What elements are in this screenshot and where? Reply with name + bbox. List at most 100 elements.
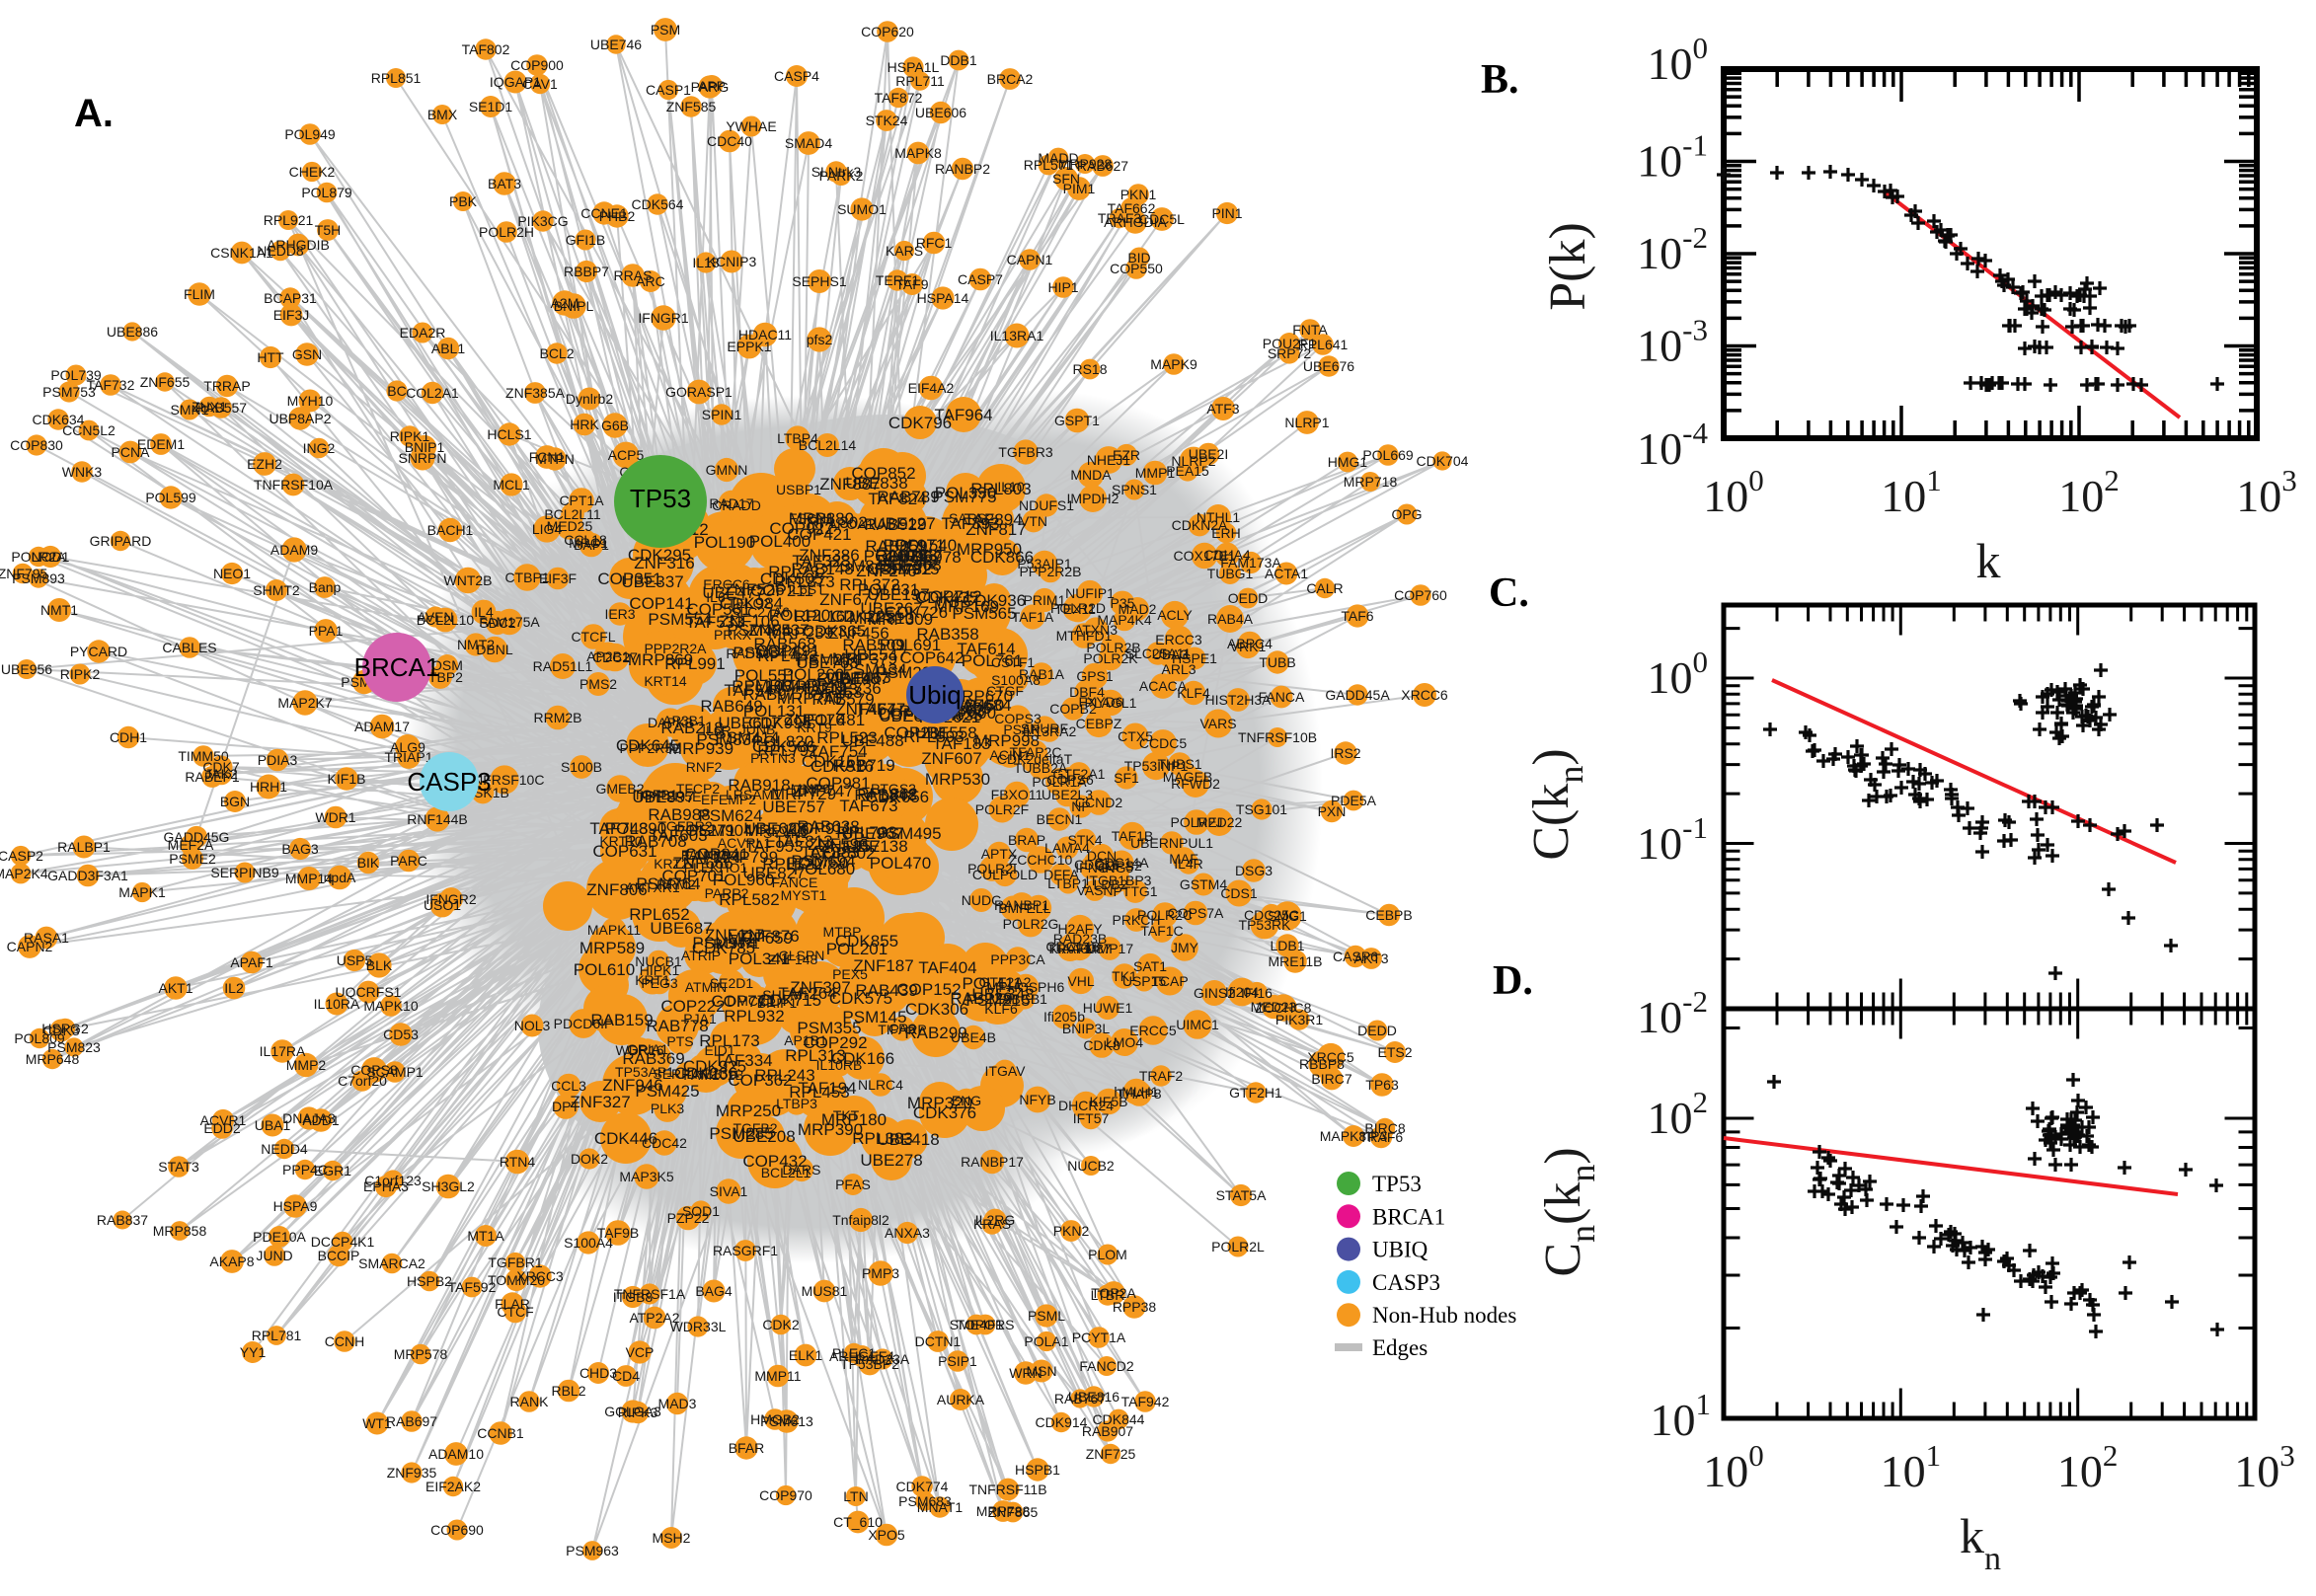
svg-text:IL6: IL6 bbox=[706, 589, 726, 605]
svg-text:IL6ST: IL6ST bbox=[788, 581, 825, 597]
svg-text:DEDD: DEDD bbox=[1357, 1023, 1397, 1038]
svg-text:10-2: 10-2 bbox=[1637, 984, 1708, 1042]
svg-text:IL2: IL2 bbox=[224, 980, 244, 996]
svg-text:MRE11B: MRE11B bbox=[1269, 953, 1323, 969]
svg-text:101: 101 bbox=[1651, 1387, 1712, 1445]
svg-text:CDK376: CDK376 bbox=[913, 1103, 976, 1122]
svg-text:COP550: COP550 bbox=[1110, 261, 1163, 276]
svg-text:PFAS: PFAS bbox=[835, 1177, 871, 1192]
svg-text:GSN: GSN bbox=[292, 346, 322, 362]
svg-text:TGFB1: TGFB1 bbox=[633, 787, 677, 802]
svg-text:102: 102 bbox=[2057, 1438, 2119, 1496]
svg-text:CEBPZ: CEBPZ bbox=[1076, 716, 1122, 731]
svg-text:SH3GL2: SH3GL2 bbox=[422, 1178, 475, 1194]
svg-text:COPS8: COPS8 bbox=[350, 1062, 398, 1078]
svg-text:PSM823: PSM823 bbox=[47, 1039, 101, 1055]
svg-text:PSM425: PSM425 bbox=[635, 1082, 699, 1101]
svg-text:POLR2L: POLR2L bbox=[1211, 1239, 1265, 1254]
svg-text:UBE676: UBE676 bbox=[1303, 358, 1354, 374]
svg-text:RABEP1: RABEP1 bbox=[185, 769, 239, 785]
svg-text:MRP740: MRP740 bbox=[777, 689, 842, 708]
svg-text:CDH1: CDH1 bbox=[110, 729, 147, 745]
svg-text:HSPE1: HSPE1 bbox=[1172, 650, 1217, 666]
svg-text:ING2: ING2 bbox=[303, 440, 336, 456]
svg-text:TP53: TP53 bbox=[1372, 1172, 1422, 1196]
svg-text:STK24: STK24 bbox=[866, 113, 908, 128]
svg-text:AP1B1: AP1B1 bbox=[784, 1032, 827, 1048]
svg-text:PKN2: PKN2 bbox=[1053, 1223, 1090, 1239]
svg-text:100: 100 bbox=[1648, 31, 1709, 89]
svg-text:RPL173: RPL173 bbox=[699, 1031, 759, 1050]
svg-text:HSPA14: HSPA14 bbox=[917, 290, 969, 306]
svg-text:PPP2R2A: PPP2R2A bbox=[644, 641, 707, 656]
svg-text:XRCC6: XRCC6 bbox=[1401, 687, 1448, 703]
svg-text:COPS7A: COPS7A bbox=[1168, 905, 1224, 921]
svg-text:WDR16: WDR16 bbox=[615, 1042, 663, 1058]
svg-text:CAPN1: CAPN1 bbox=[1007, 252, 1053, 267]
svg-text:DDB1: DDB1 bbox=[940, 52, 977, 68]
svg-text:EZR: EZR bbox=[1113, 447, 1140, 463]
svg-text:COP900: COP900 bbox=[510, 57, 564, 73]
svg-text:ALG9: ALG9 bbox=[390, 739, 425, 755]
svg-text:CDK914: CDK914 bbox=[1036, 1414, 1088, 1430]
svg-text:ZNF385A: ZNF385A bbox=[505, 385, 566, 401]
svg-text:kn: kn bbox=[1960, 1508, 2001, 1577]
svg-text:COP351: COP351 bbox=[597, 570, 661, 588]
svg-text:IFNGR1: IFNGR1 bbox=[638, 310, 689, 326]
svg-text:DARS: DARS bbox=[783, 1162, 821, 1178]
svg-text:C1orf123: C1orf123 bbox=[364, 1173, 422, 1188]
svg-text:CDK2: CDK2 bbox=[762, 1317, 800, 1332]
svg-text:BGN: BGN bbox=[220, 794, 250, 809]
svg-text:EPHA3: EPHA3 bbox=[363, 1178, 409, 1194]
svg-text:BCL2L1: BCL2L1 bbox=[761, 1165, 811, 1180]
svg-text:CRADD: CRADD bbox=[712, 497, 761, 513]
svg-text:SMAD4: SMAD4 bbox=[785, 135, 832, 151]
svg-text:RPL582: RPL582 bbox=[719, 890, 779, 909]
svg-text:SE2D1: SE2D1 bbox=[710, 975, 754, 991]
svg-text:RASGRF1: RASGRF1 bbox=[713, 1243, 778, 1258]
svg-text:KRT10: KRT10 bbox=[599, 833, 643, 849]
svg-text:CASP3: CASP3 bbox=[1372, 1270, 1440, 1295]
svg-text:MAPK8: MAPK8 bbox=[894, 145, 942, 161]
svg-text:PPP2R5B: PPP2R5B bbox=[619, 740, 681, 756]
svg-text:CLSPN: CLSPN bbox=[779, 948, 825, 963]
svg-text:WNK3: WNK3 bbox=[62, 464, 103, 480]
svg-text:CTBP1: CTBP1 bbox=[504, 570, 549, 585]
svg-text:TGFBR1: TGFBR1 bbox=[488, 1254, 542, 1270]
svg-text:GSPT1: GSPT1 bbox=[1054, 413, 1100, 428]
svg-text:PTGS2: PTGS2 bbox=[871, 781, 916, 797]
svg-text:Tnfaip8l2: Tnfaip8l2 bbox=[832, 1212, 889, 1228]
svg-text:FAM173A: FAM173A bbox=[1220, 555, 1281, 570]
svg-text:POL879: POL879 bbox=[301, 185, 352, 200]
svg-text:MMP2: MMP2 bbox=[286, 1057, 327, 1073]
svg-text:PPP2R5E: PPP2R5E bbox=[639, 789, 701, 804]
svg-text:SOD1: SOD1 bbox=[682, 1203, 720, 1219]
svg-text:ENG: ENG bbox=[952, 1093, 981, 1108]
svg-text:STAT3: STAT3 bbox=[158, 1159, 199, 1175]
svg-text:FCN1: FCN1 bbox=[529, 449, 566, 465]
svg-text:NUCB1: NUCB1 bbox=[635, 953, 682, 969]
svg-text:ETS2: ETS2 bbox=[1377, 1044, 1412, 1060]
svg-text:DCTN1: DCTN1 bbox=[915, 1333, 962, 1349]
svg-text:MMP17: MMP17 bbox=[1086, 941, 1133, 956]
svg-text:POL411: POL411 bbox=[962, 974, 1022, 993]
svg-text:P35: P35 bbox=[1111, 595, 1135, 611]
svg-text:PEA15: PEA15 bbox=[1166, 463, 1209, 479]
svg-text:RFWD2: RFWD2 bbox=[1171, 776, 1220, 792]
svg-text:CDK586: CDK586 bbox=[752, 737, 815, 756]
svg-text:BMX: BMX bbox=[427, 107, 458, 122]
svg-text:IL6R: IL6R bbox=[702, 722, 732, 738]
svg-text:100: 100 bbox=[1648, 645, 1709, 703]
svg-text:CDK704: CDK704 bbox=[1417, 453, 1469, 469]
svg-text:UBE816: UBE816 bbox=[1068, 1389, 1119, 1405]
svg-text:LTBP1: LTBP1 bbox=[1047, 875, 1089, 891]
svg-text:CCNH: CCNH bbox=[325, 1333, 364, 1349]
svg-text:TAF872: TAF872 bbox=[875, 90, 923, 106]
svg-text:10-2: 10-2 bbox=[1637, 220, 1708, 278]
svg-text:MED25: MED25 bbox=[547, 518, 593, 534]
svg-text:POL949: POL949 bbox=[284, 126, 336, 142]
svg-text:IFNGR2: IFNGR2 bbox=[425, 891, 477, 907]
svg-text:CR2: CR2 bbox=[888, 1021, 916, 1036]
svg-text:TNF: TNF bbox=[935, 593, 962, 609]
svg-text:UBE606: UBE606 bbox=[915, 105, 966, 120]
